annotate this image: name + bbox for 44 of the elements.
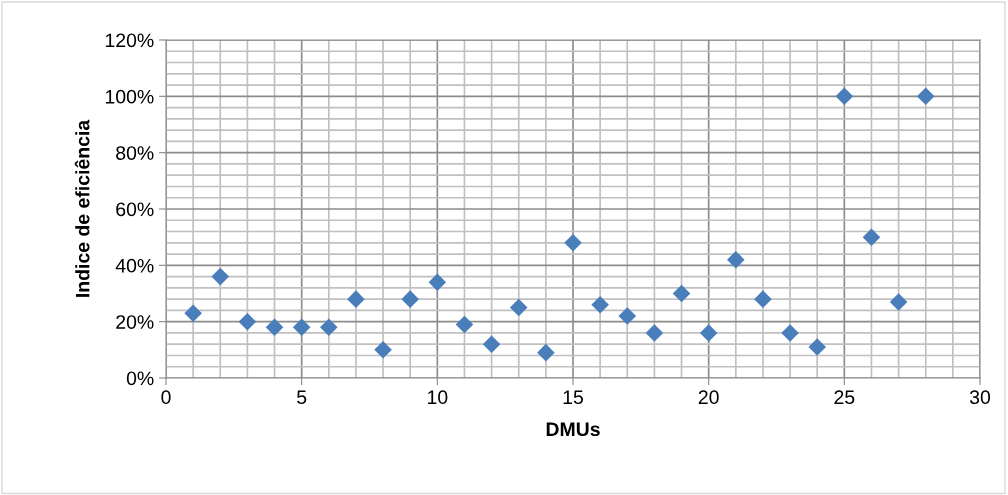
x-tick-label: 15 [563, 390, 583, 405]
point [455, 315, 474, 334]
x-tick-label: 5 [297, 390, 307, 405]
point [347, 290, 365, 308]
point [265, 318, 284, 337]
point [672, 284, 691, 303]
point [401, 290, 419, 308]
point [211, 267, 230, 286]
y-tick-label: 60% [116, 202, 154, 217]
point [509, 298, 528, 317]
x-tick-label: 10 [428, 390, 448, 405]
x-tick-label: 20 [698, 390, 719, 405]
point [591, 295, 609, 314]
point [699, 324, 718, 342]
point [835, 87, 854, 106]
point [781, 324, 799, 342]
point [618, 307, 637, 325]
y-tick-label: 0% [126, 371, 154, 386]
point [889, 293, 908, 311]
point [292, 318, 311, 337]
point [645, 324, 664, 342]
point [238, 312, 257, 331]
point [320, 318, 338, 337]
x-tick-label: 25 [834, 390, 855, 405]
x-axis-title: DMUs [546, 422, 600, 437]
point [428, 273, 447, 292]
y-axis-title: Indice de eficiência [74, 119, 90, 297]
y-tick-label: 100% [105, 89, 154, 104]
point [482, 335, 501, 353]
point [564, 234, 582, 252]
y-tick-label: 120% [105, 33, 154, 48]
point [808, 338, 826, 356]
point [754, 290, 772, 308]
x-tick-label: 30 [969, 390, 991, 405]
y-tick-label: 20% [116, 315, 154, 329]
point [727, 250, 745, 269]
y-tick-label: 80% [116, 146, 154, 160]
y-tick-label: 40% [115, 258, 154, 273]
point [184, 304, 202, 322]
point [862, 228, 881, 246]
point [374, 341, 392, 359]
point [537, 343, 555, 362]
point [916, 87, 935, 106]
x-tick-label: 0 [161, 390, 171, 405]
